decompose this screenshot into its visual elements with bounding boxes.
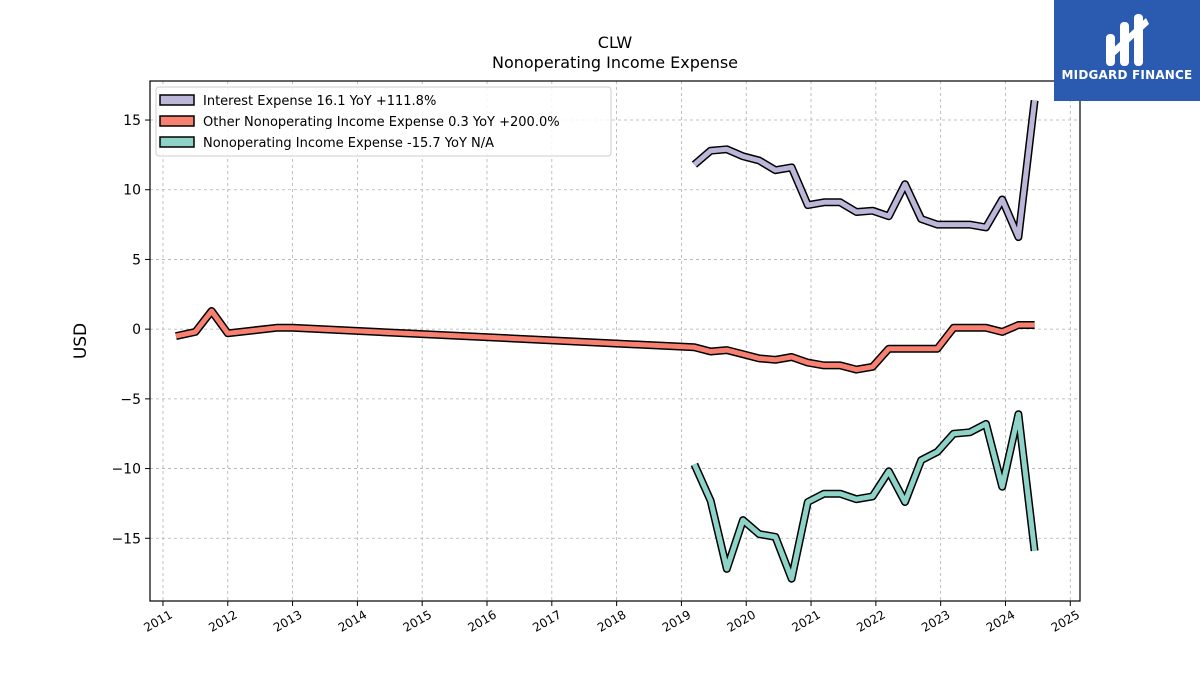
y-axis: 15 10 5 0 −5 −10 −15 bbox=[111, 113, 150, 547]
y-tick-label: −10 bbox=[111, 462, 141, 478]
y-tick-label: −5 bbox=[120, 392, 141, 408]
chart-subtitle: Nonoperating Income Expense bbox=[492, 53, 738, 72]
legend-entry: Interest Expense 16.1 YoY +111.8% bbox=[203, 94, 436, 109]
y-axis-label: USD bbox=[71, 323, 91, 359]
x-tick-label: 2021 bbox=[789, 607, 822, 634]
chart-title: CLW bbox=[598, 33, 633, 52]
y-tick-label: 10 bbox=[123, 183, 141, 199]
legend-swatch bbox=[159, 94, 195, 106]
series-0 bbox=[691, 100, 1039, 242]
legend: Interest Expense 16.1 YoY +111.8% Other N… bbox=[155, 86, 612, 157]
series-1 bbox=[175, 307, 1035, 374]
legend-entry: Nonoperating Income Expense -15.7 YoY N/… bbox=[203, 136, 494, 151]
y-tick-label: 15 bbox=[123, 113, 141, 129]
series-line bbox=[692, 100, 1038, 240]
legend-entry: Other Nonoperating Income Expense 0.3 Yo… bbox=[203, 115, 560, 130]
series-line-outline bbox=[175, 307, 1035, 374]
x-tick-label: 2017 bbox=[530, 607, 563, 634]
x-tick-label: 2018 bbox=[595, 607, 628, 634]
legend-swatch bbox=[159, 136, 195, 148]
legend-swatch bbox=[159, 115, 195, 127]
x-tick-label: 2024 bbox=[984, 607, 1017, 634]
series-line-outline bbox=[691, 100, 1039, 242]
series-line bbox=[692, 411, 1038, 582]
x-tick-label: 2015 bbox=[401, 607, 434, 634]
x-tick-label: 2011 bbox=[141, 607, 174, 634]
series-2 bbox=[690, 410, 1039, 583]
y-tick-label: 0 bbox=[132, 322, 141, 338]
x-tick-label: 2019 bbox=[660, 607, 693, 634]
x-tick-label: 2013 bbox=[271, 607, 304, 634]
x-tick-label: 2022 bbox=[854, 607, 887, 634]
x-tick-label: 2023 bbox=[919, 607, 952, 634]
x-tick-label: 2025 bbox=[1049, 607, 1082, 634]
brand-logo: MIDGARD FINANCE bbox=[1054, 0, 1200, 101]
logo-text: MIDGARD FINANCE bbox=[1061, 68, 1193, 82]
x-axis: 2011 2012 2013 2014 2015 2016 2017 2018 2019 2020… bbox=[141, 601, 1082, 635]
plot-frame bbox=[149, 80, 1081, 602]
series-line bbox=[175, 308, 1035, 373]
x-tick-label: 2016 bbox=[465, 607, 498, 634]
x-tick-label: 2014 bbox=[336, 607, 369, 634]
y-tick-label: 5 bbox=[132, 252, 141, 268]
y-tick-label: −15 bbox=[111, 531, 141, 547]
legend-box bbox=[155, 86, 612, 157]
x-tick-label: 2020 bbox=[725, 607, 758, 634]
logo-mark-icon bbox=[1106, 14, 1149, 66]
series-layer bbox=[175, 100, 1039, 583]
x-tick-label: 2012 bbox=[206, 607, 239, 634]
